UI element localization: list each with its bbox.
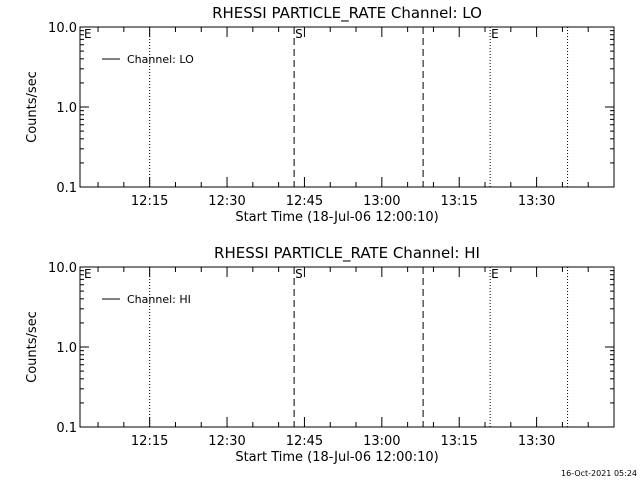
panel-2-marker-label-0: E — [84, 267, 92, 281]
panel-1-title: RHESSI PARTICLE_RATE Channel: LO — [212, 4, 482, 23]
panel-1-xtick-label-1: 12:30 — [208, 194, 245, 209]
panel-2-xtick-label-1: 12:30 — [208, 434, 245, 449]
panel-1-ytick-label-0: 0.1 — [56, 181, 77, 196]
panel-1-plot-frame — [79, 26, 615, 188]
panel-2-ytick-label-1: 1.0 — [56, 341, 77, 356]
panel-2-marker-label-4: E — [491, 267, 499, 281]
panel-1-marker-label-4: E — [491, 27, 499, 41]
panel-2-legend-label: Channel: HI — [127, 293, 191, 306]
panel-1-marker-label-2: S — [295, 27, 303, 41]
panel-1-legend-label: Channel: LO — [127, 53, 194, 66]
panel-2-xtick-label-0: 12:15 — [131, 434, 168, 449]
panel-2-x-axis-label: Start Time (18-Jul-06 12:00:10) — [235, 450, 438, 465]
panel-2-title: RHESSI PARTICLE_RATE Channel: HI — [214, 244, 480, 263]
panel-2-plot-frame — [79, 266, 615, 428]
panel-2-xtick-label-2: 12:45 — [286, 434, 323, 449]
panel-2-ytick-label-0: 0.1 — [56, 421, 77, 436]
panel-2-xtick-label-5: 13:30 — [518, 434, 555, 449]
panel-2-ytick-label-2: 10.0 — [48, 261, 77, 276]
panel-2-marker-label-2: S — [295, 267, 303, 281]
panel-1-xtick-label-4: 13:15 — [440, 194, 477, 209]
panel-1-xtick-label-0: 12:15 — [131, 194, 168, 209]
panel-1-ytick-label-1: 1.0 — [56, 101, 77, 116]
panel-2-xtick-label-3: 13:00 — [363, 434, 400, 449]
panel-1-xtick-label-2: 12:45 — [286, 194, 323, 209]
panel-1-y-axis-label: Counts/sec — [25, 71, 40, 143]
panel-1-marker-label-0: E — [84, 27, 92, 41]
panel-2-y-axis-label: Counts/sec — [25, 311, 40, 383]
panel-1-x-axis-label: Start Time (18-Jul-06 12:00:10) — [235, 210, 438, 225]
panel-2-xtick-label-4: 13:15 — [440, 434, 477, 449]
panel-1-ytick-label-2: 10.0 — [48, 21, 77, 36]
panel-1-xtick-label-3: 13:00 — [363, 194, 400, 209]
panel-1-xtick-label-5: 13:30 — [518, 194, 555, 209]
footer-timestamp: 16-Oct-2021 05:24 — [561, 469, 637, 478]
